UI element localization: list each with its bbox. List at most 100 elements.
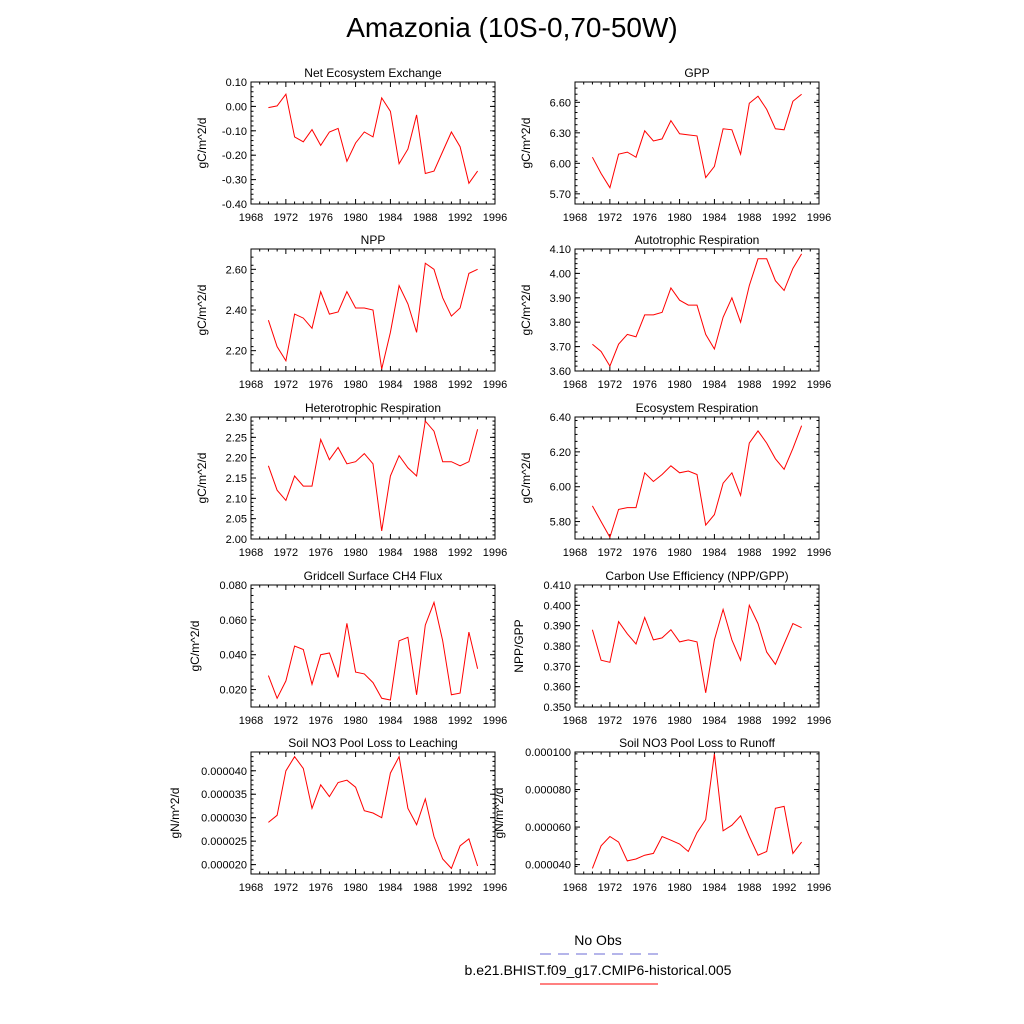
x-tick-label: 1972	[274, 547, 298, 559]
x-tick-label: 1996	[483, 379, 507, 391]
chart-title: Net Ecosystem Exchange	[304, 66, 442, 80]
x-tick-label: 1976	[632, 882, 656, 894]
x-tick-label: 1968	[239, 212, 263, 224]
series-line	[591, 93, 802, 189]
x-tick-label: 1972	[598, 212, 622, 224]
y-tick-label: -0.30	[222, 175, 247, 187]
series-line	[591, 603, 802, 693]
y-tick-label: 0.390	[543, 621, 571, 633]
x-tick-label: 1988	[413, 212, 437, 224]
y-tick-label: 6.20	[550, 447, 571, 459]
y-axis-label: gC/m^2/d	[195, 118, 209, 169]
x-tick-label: 1992	[772, 212, 796, 224]
x-tick-label: 1984	[378, 212, 402, 224]
x-tick-label: 1976	[308, 547, 332, 559]
x-tick-label: 1988	[413, 882, 437, 894]
chart-panel: Heterotrophic Respiration 1968 1972 1976 198…	[195, 401, 507, 559]
x-tick-label: 1996	[807, 715, 831, 727]
chart-title: Soil NO3 Pool Loss to Runoff	[619, 736, 776, 750]
x-tick-label: 1968	[239, 547, 263, 559]
y-tick-label: 2.15	[226, 473, 247, 485]
y-tick-label: 4.00	[550, 268, 571, 280]
y-axis-label: gC/m^2/d	[195, 453, 209, 504]
x-tick-label: 1996	[483, 212, 507, 224]
x-tick-label: 1980	[667, 882, 691, 894]
x-tick-label: 1984	[702, 547, 726, 559]
y-axis-label: gC/m^2/d	[519, 285, 533, 336]
y-tick-label: 0.040	[219, 650, 247, 662]
y-tick-label: 6.40	[550, 412, 571, 424]
chart-title: NPP	[361, 233, 386, 247]
y-tick-label: 4.10	[550, 244, 571, 256]
y-tick-label: 0.000030	[201, 813, 247, 825]
chart-panel: Gridcell Surface CH4 Flux 1968 1972 1976 198…	[188, 569, 507, 727]
x-tick-label: 1968	[239, 882, 263, 894]
y-tick-label: 2.25	[226, 432, 247, 444]
chart-title: Heterotrophic Respiration	[305, 401, 441, 415]
x-tick-label: 1992	[772, 379, 796, 391]
x-tick-label: 1972	[598, 882, 622, 894]
x-tick-label: 1984	[702, 212, 726, 224]
x-tick-label: 1984	[378, 715, 402, 727]
x-tick-label: 1980	[343, 715, 367, 727]
y-tick-label: 0.000060	[525, 822, 571, 834]
x-tick-label: 1996	[483, 547, 507, 559]
y-tick-label: 0.000040	[201, 766, 247, 778]
x-tick-label: 1992	[448, 547, 472, 559]
x-tick-label: 1968	[563, 379, 587, 391]
series-line	[268, 93, 479, 185]
chart-panel: Carbon Use Efficiency (NPP/GPP) 1968 1972 1…	[512, 569, 831, 727]
x-tick-label: 1996	[807, 882, 831, 894]
x-tick-label: 1996	[807, 547, 831, 559]
x-tick-label: 1976	[632, 212, 656, 224]
chart-panel: Autotrophic Respiration 1968 1972 1976 1980 1…	[519, 233, 831, 391]
y-tick-label: 0.000035	[201, 789, 247, 801]
x-tick-label: 1992	[448, 715, 472, 727]
x-tick-label: 1980	[343, 379, 367, 391]
y-tick-label: 0.000025	[201, 836, 247, 848]
x-tick-label: 1976	[308, 715, 332, 727]
x-tick-label: 1972	[598, 715, 622, 727]
x-tick-label: 1992	[772, 715, 796, 727]
y-tick-label: 0.410	[543, 580, 571, 592]
chart-panel: Ecosystem Respiration 1968 1972 1976 1980 198…	[519, 401, 831, 559]
y-tick-label: 6.00	[550, 158, 571, 170]
y-tick-label: 3.80	[550, 317, 571, 329]
x-tick-label: 1988	[737, 379, 761, 391]
x-tick-label: 1980	[343, 547, 367, 559]
y-tick-label: 2.05	[226, 514, 247, 526]
y-tick-label: 2.20	[226, 346, 247, 358]
x-tick-label: 1992	[448, 212, 472, 224]
y-tick-label: 0.380	[543, 641, 571, 653]
y-tick-label: 6.60	[550, 97, 571, 109]
x-tick-label: 1976	[632, 547, 656, 559]
series-line	[268, 755, 479, 870]
x-tick-label: 1996	[483, 882, 507, 894]
x-tick-label: 1988	[737, 212, 761, 224]
y-tick-label: -0.20	[222, 150, 247, 162]
chart-panel: Net Ecosystem Exchange 1968 1972 1976 1980 19…	[195, 66, 507, 224]
y-tick-label: 3.70	[550, 342, 571, 354]
y-tick-label: 3.60	[550, 366, 571, 378]
y-tick-label: 0.00	[226, 101, 247, 113]
x-tick-label: 1988	[413, 547, 437, 559]
y-tick-label: 3.90	[550, 293, 571, 305]
x-tick-label: 1992	[772, 882, 796, 894]
page-title: Amazonia (10S-0,70-50W)	[346, 12, 678, 43]
series-line	[267, 419, 479, 531]
x-tick-label: 1980	[667, 379, 691, 391]
x-tick-label: 1988	[413, 715, 437, 727]
x-tick-label: 1984	[378, 882, 402, 894]
y-tick-label: 0.400	[543, 600, 571, 612]
x-tick-label: 1984	[702, 715, 726, 727]
x-tick-label: 1980	[667, 212, 691, 224]
legend-label: b.e21.BHIST.f09_g17.CMIP6-historical.005	[464, 962, 732, 978]
x-tick-label: 1968	[563, 715, 587, 727]
x-tick-label: 1972	[274, 715, 298, 727]
x-tick-label: 1968	[563, 212, 587, 224]
chart-title: Carbon Use Efficiency (NPP/GPP)	[605, 569, 788, 583]
y-tick-label: 5.70	[550, 189, 571, 201]
y-tick-label: 2.20	[226, 453, 247, 465]
